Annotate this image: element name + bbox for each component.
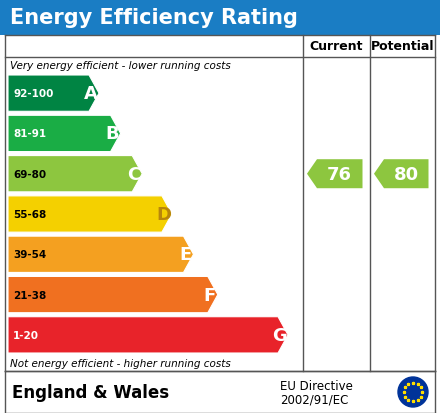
Text: E: E <box>180 246 192 263</box>
Text: Not energy efficient - higher running costs: Not energy efficient - higher running co… <box>10 358 231 368</box>
Polygon shape <box>307 160 363 189</box>
Text: C: C <box>128 165 141 183</box>
Text: EU Directive: EU Directive <box>280 380 353 392</box>
Polygon shape <box>8 156 142 192</box>
Polygon shape <box>374 160 429 189</box>
Text: A: A <box>84 85 98 103</box>
Text: Current: Current <box>310 40 363 53</box>
Polygon shape <box>8 317 288 353</box>
Text: 92-100: 92-100 <box>13 89 53 99</box>
Text: Energy Efficiency Rating: Energy Efficiency Rating <box>10 8 298 28</box>
Text: 55-68: 55-68 <box>13 209 46 219</box>
Polygon shape <box>8 76 99 112</box>
Text: 1-20: 1-20 <box>13 330 39 340</box>
Text: Potential: Potential <box>371 40 434 53</box>
Text: 2002/91/EC: 2002/91/EC <box>280 392 348 406</box>
Text: F: F <box>204 286 216 304</box>
Text: 21-38: 21-38 <box>13 290 46 300</box>
Bar <box>0 0 440 36</box>
Text: Very energy efficient - lower running costs: Very energy efficient - lower running co… <box>10 61 231 71</box>
Text: 39-54: 39-54 <box>13 250 46 260</box>
Text: 80: 80 <box>394 165 419 183</box>
Polygon shape <box>8 237 194 273</box>
Polygon shape <box>8 277 218 313</box>
Polygon shape <box>8 197 172 233</box>
Text: 76: 76 <box>327 165 352 183</box>
Text: England & Wales: England & Wales <box>12 383 169 401</box>
Text: 69-80: 69-80 <box>13 169 46 179</box>
Text: D: D <box>156 206 172 223</box>
Text: B: B <box>106 125 119 143</box>
Text: G: G <box>272 326 287 344</box>
Text: 81-91: 81-91 <box>13 129 46 139</box>
Polygon shape <box>8 116 121 152</box>
Circle shape <box>398 377 428 407</box>
